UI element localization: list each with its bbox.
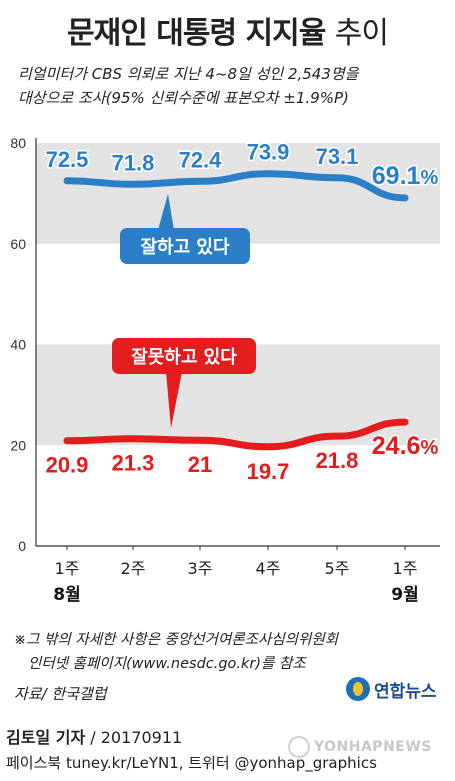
x-tick-label: 3주 bbox=[188, 559, 213, 578]
yonhap-logo: 연합뉴스 bbox=[346, 674, 446, 704]
x-tick-label: 5주 bbox=[325, 559, 350, 578]
x-tick-label: 2주 bbox=[121, 559, 146, 578]
data-label: 21 bbox=[188, 452, 212, 477]
subtitle: 리얼미터가 CBS 의뢰로 지난 4~8일 성인 2,543명을 대상으로 조사… bbox=[18, 62, 443, 110]
legend-bubble-pointer-disapprove bbox=[166, 372, 182, 428]
y-tick-label: 80 bbox=[10, 135, 26, 151]
data-label: 72.4 bbox=[179, 147, 223, 172]
y-tick-label: 40 bbox=[10, 337, 26, 353]
y-tick-label: 20 bbox=[10, 437, 26, 453]
data-label: 73.9 bbox=[247, 140, 290, 165]
data-label: 69.1% bbox=[372, 162, 439, 190]
x-tick-label: 4주 bbox=[256, 559, 281, 578]
series-line-0 bbox=[63, 170, 409, 202]
title-main: 문재인 대통령 지지율 bbox=[67, 16, 326, 51]
data-label: 24.6% bbox=[372, 432, 439, 460]
legend-bubble-pointer-approve bbox=[158, 194, 174, 230]
social-links: 페이스북 tuney.kr/LeYN1, 트위터 @yonhap_graphic… bbox=[6, 754, 377, 772]
publish-date: / 20170911 bbox=[85, 728, 183, 747]
yonhap-logo-icon bbox=[346, 677, 370, 701]
title-suffix: 추이 bbox=[334, 16, 389, 51]
x-tick-label: 1주 bbox=[393, 559, 418, 578]
watermark: YONHAPNEWS bbox=[288, 736, 453, 758]
month-label: 8월 bbox=[53, 585, 80, 605]
data-label-unit: % bbox=[420, 167, 438, 189]
legend-label-disapprove: 잘못하고 있다 bbox=[131, 347, 237, 368]
y-tick-label: 60 bbox=[10, 236, 26, 252]
subtitle-line-1: 리얼미터가 CBS 의뢰로 지난 4~8일 성인 2,543명을 bbox=[18, 65, 359, 83]
footnote-line-2: 인터넷 홈페이지(www.nesdc.go.kr)를 참조 bbox=[28, 656, 306, 672]
data-label: 21.3 bbox=[112, 451, 155, 476]
approval-rating-chart: 0 20 40 60 80 1주 2주 3주 4주 5주 1주 8월 9월 72.5 71.8 72.4 73.… bbox=[10, 135, 440, 605]
page-title: 문재인 대통령 지지율 추이 bbox=[0, 8, 455, 52]
yonhap-logo-text: 연합뉴스 bbox=[374, 682, 437, 702]
y-tick-label: 0 bbox=[18, 538, 26, 554]
data-label: 72.5 bbox=[46, 147, 89, 172]
data-label: 21.8 bbox=[316, 448, 359, 473]
watermark-text: YONHAPNEWS bbox=[314, 739, 432, 755]
footnote-line-1: ※그 밖의 자세한 사항은 중앙선거여론조사심의위원회 bbox=[14, 632, 339, 648]
series-line-1 bbox=[63, 418, 409, 451]
data-label: 73.1 bbox=[316, 144, 359, 169]
shaded-band bbox=[36, 143, 440, 244]
data-label-unit: % bbox=[420, 437, 438, 459]
legend-bubble-approve bbox=[120, 228, 250, 264]
legend-bubble-disapprove bbox=[112, 338, 256, 374]
data-label: 71.8 bbox=[112, 150, 155, 175]
watermark-icon bbox=[288, 736, 310, 758]
source-credit: 자료/ 한국갤럽 bbox=[14, 685, 107, 703]
x-tick-label: 1주 bbox=[55, 559, 80, 578]
subtitle-line-2: 대상으로 조사(95% 신뢰수준에 표본오차 ±1.9%P) bbox=[18, 89, 349, 107]
month-label: 9월 bbox=[391, 585, 418, 605]
data-label: 19.7 bbox=[247, 459, 290, 484]
data-label: 20.9 bbox=[46, 453, 89, 478]
author-name: 김토일 기자 bbox=[6, 728, 86, 747]
legend-label-approve: 잘하고 있다 bbox=[140, 237, 230, 258]
author-line: 김토일 기자 / 20170911 bbox=[6, 724, 182, 748]
footnote: ※그 밖의 자세한 사항은 중앙선거여론조사심의위원회 인터넷 홈페이지(www… bbox=[14, 628, 444, 676]
